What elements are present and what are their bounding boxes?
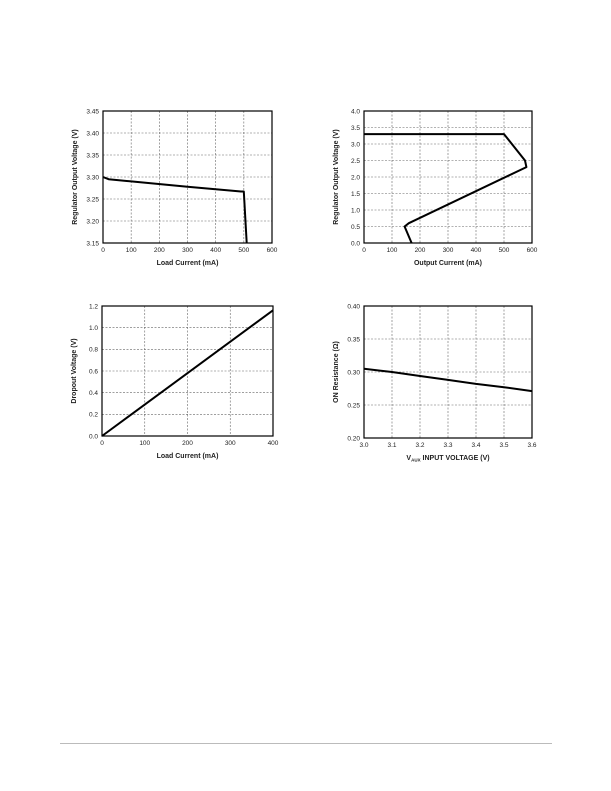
- x-tick-label: 3.6: [527, 442, 536, 449]
- x-axis-label: VAUX INPUT VOLTAGE (V): [406, 455, 489, 463]
- y-tick-label: 0.5: [351, 224, 360, 231]
- x-tick-label: 400: [210, 247, 221, 254]
- x-tick-label: 400: [268, 440, 279, 447]
- y-tick-label: 0.25: [347, 402, 360, 409]
- series-line: [101, 309, 274, 437]
- y-tick-label: 4.0: [351, 108, 360, 115]
- y-axis-label: Dropout Voltage (V): [71, 338, 78, 403]
- x-tick-label: 400: [471, 247, 482, 254]
- x-tick-label: 0: [100, 440, 104, 447]
- footer-rule: [60, 743, 552, 744]
- x-axis-label: Output Current (mA): [414, 260, 482, 267]
- chart-1: 0 100 200 300 400 500 600 3.15 3.20 3.25 3.30 3.35 3…: [72, 108, 278, 267]
- x-tick-label: 300: [443, 247, 454, 254]
- plot-frame: [363, 110, 533, 244]
- y-tick-label: 0.20: [347, 435, 360, 442]
- x-tick-label: 100: [387, 247, 398, 254]
- x-tick-label: 0: [362, 247, 366, 254]
- y-tick-label: 0.2: [89, 412, 98, 419]
- x-axis-label-rest: INPUT VOLTAGE (V): [421, 455, 490, 462]
- x-tick-label: 500: [499, 247, 510, 254]
- y-tick-label: 3.20: [86, 218, 99, 225]
- x-tick-label: 0: [101, 247, 105, 254]
- x-tick-label: 3.4: [471, 442, 480, 449]
- y-tick-label: 3.40: [86, 130, 99, 137]
- x-axis-label: Load Current (mA): [157, 260, 219, 267]
- x-axis-label: Load Current (mA): [157, 453, 219, 460]
- x-axis-label-subscript: AUX: [411, 458, 421, 463]
- y-tick-label: 1.5: [351, 191, 360, 198]
- x-tick-label: 3.0: [359, 442, 368, 449]
- y-axis-label: Regulator Output Voltage (V): [72, 129, 79, 225]
- y-axis-label: ON Resistance (Ω): [333, 341, 340, 403]
- y-tick-label: 0.40: [347, 303, 360, 310]
- series-line: [363, 367, 533, 393]
- x-tick-label: 200: [154, 247, 165, 254]
- plot-frame: [101, 305, 274, 437]
- y-tick-label: 3.25: [86, 196, 99, 203]
- x-tick-label: 500: [238, 247, 249, 254]
- y-tick-label: 0.0: [89, 433, 98, 440]
- x-tick-label: 200: [415, 247, 426, 254]
- x-tick-label: 300: [225, 440, 236, 447]
- y-tick-label: 0.6: [89, 368, 98, 375]
- y-tick-label: 3.5: [351, 125, 360, 132]
- x-tick-label: 3.2: [415, 442, 424, 449]
- x-tick-label: 100: [126, 247, 137, 254]
- series-line: [102, 176, 248, 244]
- y-tick-label: 3.0: [351, 141, 360, 148]
- x-tick-label: 200: [182, 440, 193, 447]
- x-tick-label: 100: [139, 440, 150, 447]
- x-tick-label: 3.1: [387, 442, 396, 449]
- chart-3: 0 100 200 300 400 0.0 0.2 0.4 0.6 0.8 1.0 1.2 Load C…: [71, 303, 279, 460]
- y-tick-label: 1.0: [89, 325, 98, 332]
- y-tick-label: 3.35: [86, 152, 99, 159]
- y-tick-label: 2.0: [351, 174, 360, 181]
- y-tick-label: 0.0: [351, 240, 360, 247]
- y-axis-label: Regulator Output Voltage (V): [333, 129, 340, 225]
- y-tick-label: 0.4: [89, 390, 98, 397]
- chart-2: 0 100 200 300 400 500 600 0.0 0.5 1.0 1.5 2.0 2.5 3.0…: [333, 108, 538, 267]
- y-tick-label: 0.8: [89, 347, 98, 354]
- y-tick-label: 2.5: [351, 158, 360, 165]
- x-tick-label: 600: [527, 247, 538, 254]
- x-tick-label: 3.3: [443, 442, 452, 449]
- y-tick-label: 0.30: [347, 369, 360, 376]
- y-tick-label: 3.45: [86, 108, 99, 115]
- y-tick-label: 3.30: [86, 174, 99, 181]
- y-tick-label: 0.35: [347, 336, 360, 343]
- x-tick-label: 3.5: [499, 442, 508, 449]
- x-tick-label: 600: [267, 247, 278, 254]
- series-line: [364, 133, 528, 244]
- chart-4: 3.0 3.1 3.2 3.3 3.4 3.5 3.6 0.20 0.25 0.30 0.35 0.4…: [333, 303, 537, 462]
- x-tick-label: 300: [182, 247, 193, 254]
- y-tick-label: 1.0: [351, 207, 360, 214]
- y-tick-label: 1.2: [89, 303, 98, 310]
- plot-frame: [363, 305, 533, 439]
- y-tick-label: 3.15: [86, 240, 99, 247]
